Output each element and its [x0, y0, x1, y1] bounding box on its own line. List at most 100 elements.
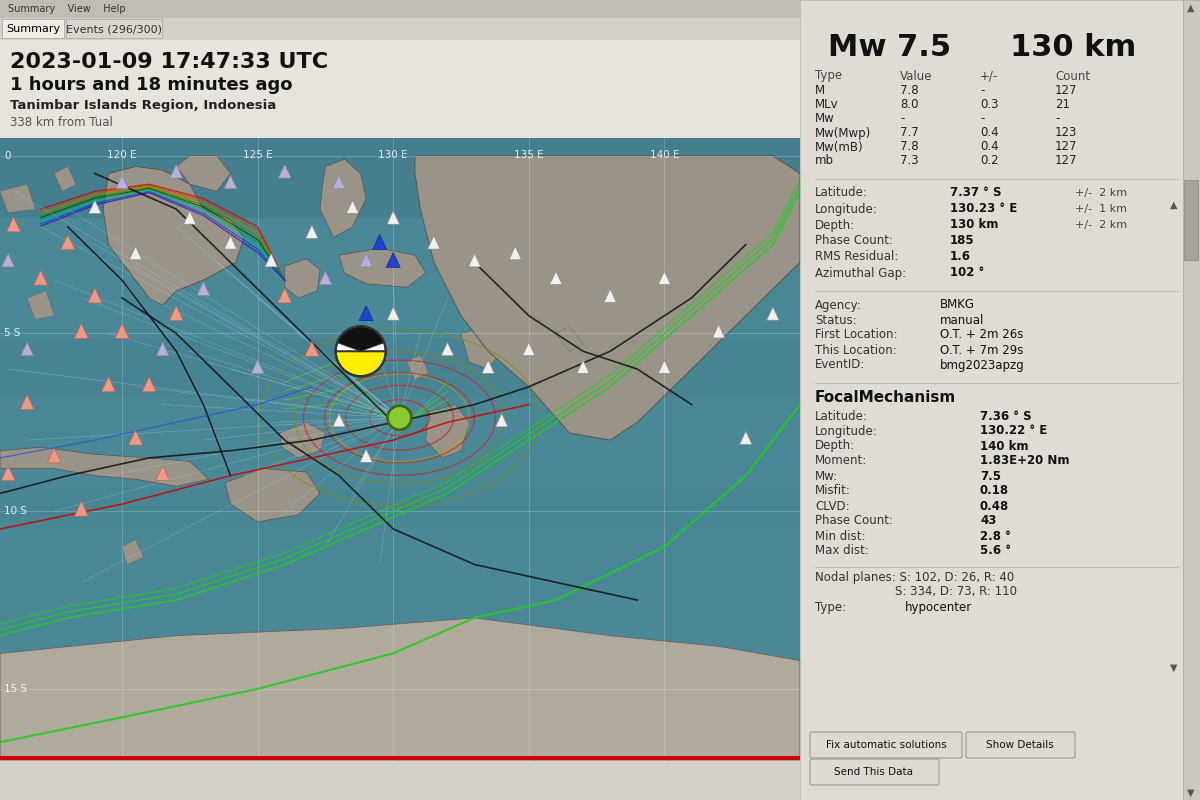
FancyBboxPatch shape [1184, 180, 1198, 260]
Text: -: - [900, 113, 905, 126]
Text: 7.36 ° S: 7.36 ° S [980, 410, 1032, 422]
Text: 120 E: 120 E [107, 150, 137, 160]
Text: RMS Residual:: RMS Residual: [815, 250, 899, 263]
Text: 130.23 ° E: 130.23 ° E [950, 202, 1018, 215]
FancyBboxPatch shape [810, 732, 962, 758]
Text: Tanimbar Islands Region, Indonesia: Tanimbar Islands Region, Indonesia [10, 99, 276, 113]
Polygon shape [251, 360, 264, 374]
Text: Show Details: Show Details [986, 740, 1054, 750]
FancyBboxPatch shape [0, 40, 800, 138]
Polygon shape [767, 306, 779, 320]
Text: 21: 21 [1055, 98, 1070, 111]
FancyBboxPatch shape [0, 138, 800, 218]
Text: 1.83E+20 Nm: 1.83E+20 Nm [980, 454, 1069, 467]
Polygon shape [496, 414, 508, 427]
Text: O.T. + 2m 26s: O.T. + 2m 26s [940, 329, 1024, 342]
Polygon shape [332, 414, 346, 427]
Text: 338 km from Tual: 338 km from Tual [10, 117, 113, 130]
Text: This Location:: This Location: [815, 343, 896, 357]
FancyBboxPatch shape [966, 732, 1075, 758]
Text: ▲: ▲ [1187, 3, 1195, 13]
Text: Min dist:: Min dist: [815, 530, 865, 542]
FancyBboxPatch shape [0, 756, 800, 760]
Polygon shape [482, 360, 494, 374]
Text: Events (296/300): Events (296/300) [66, 24, 162, 34]
Text: CLVD:: CLVD: [815, 499, 850, 513]
Polygon shape [427, 236, 440, 249]
Text: 0.2: 0.2 [980, 154, 998, 167]
Polygon shape [468, 254, 481, 267]
Text: 140 km: 140 km [980, 439, 1028, 453]
Text: 102 °: 102 ° [950, 266, 984, 279]
Text: Longitude:: Longitude: [815, 202, 877, 215]
FancyBboxPatch shape [2, 19, 64, 38]
Polygon shape [61, 234, 74, 250]
FancyBboxPatch shape [0, 488, 800, 528]
Polygon shape [20, 342, 34, 356]
Polygon shape [386, 210, 400, 224]
Text: 125 E: 125 E [242, 150, 272, 160]
Polygon shape [353, 344, 379, 369]
FancyBboxPatch shape [800, 0, 1200, 800]
Polygon shape [426, 405, 469, 458]
Text: 8.0: 8.0 [900, 98, 918, 111]
Text: 140 E: 140 E [649, 150, 679, 160]
Text: MLv: MLv [815, 98, 839, 111]
Polygon shape [54, 166, 76, 191]
Text: 15 S: 15 S [4, 684, 28, 694]
Polygon shape [658, 271, 671, 285]
Text: +/-  1 km: +/- 1 km [1075, 204, 1127, 214]
Text: 130 E: 130 E [378, 150, 408, 160]
Text: Status:: Status: [815, 314, 857, 326]
Text: First Location:: First Location: [815, 329, 898, 342]
Polygon shape [122, 540, 144, 565]
FancyBboxPatch shape [810, 759, 940, 785]
Polygon shape [89, 200, 101, 214]
Text: Longitude:: Longitude: [815, 425, 877, 438]
Polygon shape [509, 246, 522, 260]
Text: O.T. + 7m 29s: O.T. + 7m 29s [940, 343, 1024, 357]
Text: 0: 0 [4, 150, 11, 161]
Text: Max dist:: Max dist: [815, 545, 869, 558]
Text: 7.3: 7.3 [900, 154, 919, 167]
Text: 2023-01-09 17:47:33 UTC: 2023-01-09 17:47:33 UTC [10, 52, 328, 72]
Text: hypocenter: hypocenter [905, 601, 972, 614]
Polygon shape [130, 246, 142, 260]
FancyBboxPatch shape [0, 0, 1200, 18]
FancyBboxPatch shape [0, 138, 800, 760]
Text: 130 km: 130 km [950, 218, 998, 231]
Wedge shape [337, 326, 384, 351]
Polygon shape [226, 469, 320, 522]
Text: Mw: Mw [815, 113, 835, 126]
Polygon shape [319, 271, 331, 285]
Polygon shape [332, 175, 346, 189]
Polygon shape [713, 325, 725, 338]
Polygon shape [577, 360, 589, 374]
Text: FocalMechanism: FocalMechanism [815, 390, 956, 405]
Text: Send This Data: Send This Data [834, 767, 913, 777]
Text: Mw:: Mw: [815, 470, 838, 482]
Polygon shape [347, 200, 359, 214]
Polygon shape [415, 156, 800, 440]
Polygon shape [2, 254, 14, 267]
Polygon shape [359, 306, 373, 321]
Text: Summary    View    Help: Summary View Help [8, 4, 126, 14]
Text: Count: Count [1055, 70, 1090, 82]
Polygon shape [169, 306, 184, 321]
Polygon shape [658, 360, 671, 374]
Text: Mw(mB): Mw(mB) [815, 141, 864, 154]
Text: Azimuthal Gap:: Azimuthal Gap: [815, 266, 906, 279]
Text: Type:: Type: [815, 601, 846, 614]
Polygon shape [0, 447, 209, 486]
Polygon shape [360, 449, 372, 462]
Text: Latitude:: Latitude: [815, 410, 868, 422]
Text: 5.6 °: 5.6 ° [980, 545, 1010, 558]
Polygon shape [156, 342, 169, 356]
Text: ▼: ▼ [1187, 788, 1195, 798]
Polygon shape [103, 166, 244, 305]
Polygon shape [407, 355, 428, 380]
Polygon shape [556, 326, 583, 351]
Polygon shape [20, 394, 34, 410]
Polygon shape [74, 501, 89, 516]
Text: bmg2023apzg: bmg2023apzg [940, 358, 1025, 371]
